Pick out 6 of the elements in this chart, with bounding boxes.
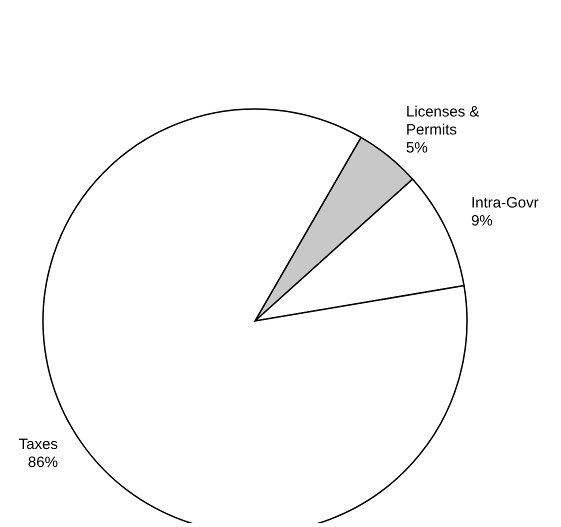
slice-label: Taxes xyxy=(18,436,58,453)
slice-label: Intra-Govr xyxy=(471,194,539,212)
slice-label: Licenses & Permits xyxy=(406,103,480,138)
data-label: 9% xyxy=(471,212,493,230)
data-label: 86% xyxy=(28,454,58,471)
data-label: 5% xyxy=(406,139,428,156)
